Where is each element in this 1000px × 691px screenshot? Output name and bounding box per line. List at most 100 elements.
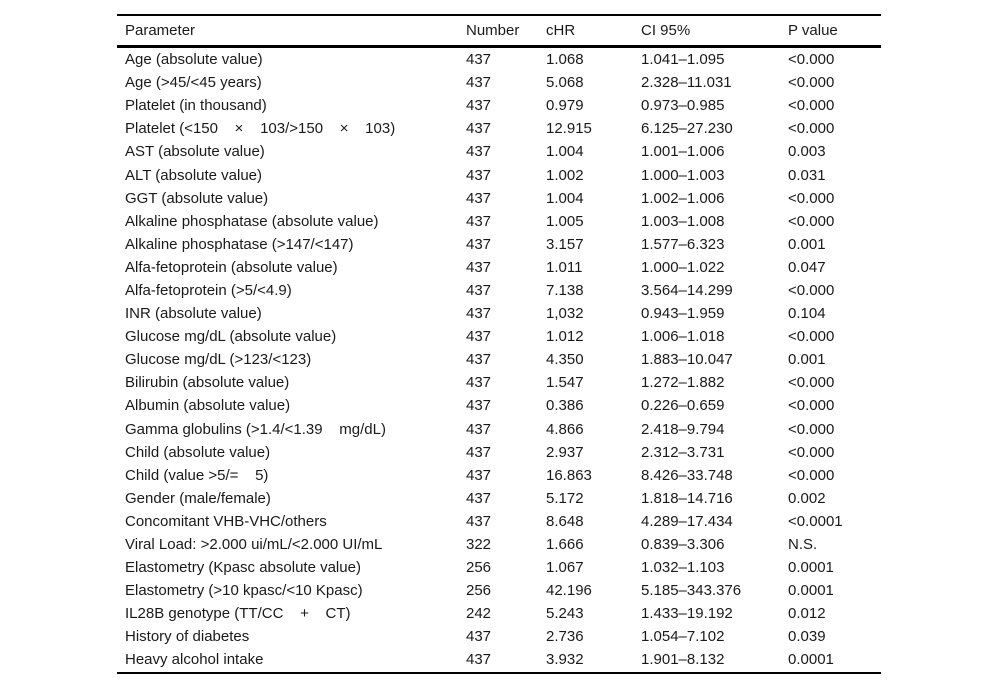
- cell-parameter: Bilirubin (absolute value): [125, 374, 290, 392]
- table-row: Platelet (<150 × 103/>150 × 103) 437 12.91…: [117, 117, 881, 140]
- cell-chr: 16.863: [546, 466, 592, 484]
- table-header-row: Parameter Number cHR CI 95% P value: [117, 15, 881, 48]
- cell-pvalue: 0.001: [788, 235, 826, 253]
- cell-parameter: Glucose mg/dL (>123/<123): [125, 351, 312, 369]
- cell-ci95: 2.418–9.794: [641, 420, 725, 438]
- cell-parameter: Gender (male/female): [125, 489, 271, 507]
- cell-chr: 5.068: [546, 74, 584, 92]
- cell-pvalue: 0.002: [788, 489, 826, 507]
- cell-chr: 1.004: [546, 143, 584, 161]
- column-header-pvalue: P value: [788, 15, 881, 48]
- cell-number: 437: [466, 420, 492, 438]
- cell-ci95: 1.006–1.018: [641, 328, 725, 346]
- cell-chr: 3.157: [546, 235, 584, 253]
- cell-chr: 2.736: [546, 628, 584, 646]
- table-row: Viral Load: >2.000 ui/mL/<2.000 UI/mL 322…: [117, 533, 881, 556]
- table-row: GGT (absolute value) 437 1.004 1.002–1.006 <…: [117, 187, 881, 210]
- table-body: Age (absolute value) 437 1.068 1.041–1.095 <…: [117, 47, 881, 673]
- cell-pvalue: N.S.: [788, 536, 818, 554]
- cell-pvalue: 0.003: [788, 143, 826, 161]
- cell-ci95: 1.041–1.095: [641, 51, 725, 69]
- cell-number: 437: [466, 120, 492, 138]
- cell-pvalue: 0.0001: [788, 582, 834, 600]
- cell-parameter: Gamma globulins (>1.4/<1.39 mg/dL): [125, 420, 386, 438]
- cell-pvalue: 0.039: [788, 628, 826, 646]
- cell-parameter: History of diabetes: [125, 628, 250, 646]
- cell-chr: 12.915: [546, 120, 592, 138]
- table-row: Elastometry (>10 kpasc/<10 Kpasc) 256 42.1…: [117, 579, 881, 602]
- cell-chr: 0.979: [546, 97, 584, 115]
- cell-ci95: 1.000–1.003: [641, 166, 725, 184]
- cell-number: 437: [466, 328, 492, 346]
- cell-parameter: Platelet (in thousand): [125, 97, 267, 115]
- cell-ci95: 3.564–14.299: [641, 281, 733, 299]
- cell-parameter: Elastometry (>10 kpasc/<10 Kpasc): [125, 582, 363, 600]
- univariate-analysis-table: Parameter Number cHR CI 95% P value Age …: [117, 14, 881, 674]
- column-header-chr: cHR: [546, 15, 641, 48]
- cell-chr: 5.172: [546, 489, 584, 507]
- cell-ci95: 1.032–1.103: [641, 559, 725, 577]
- cell-number: 437: [466, 189, 492, 207]
- cell-chr: 1.067: [546, 559, 584, 577]
- cell-pvalue: <0.000: [788, 212, 835, 230]
- cell-chr: 2.937: [546, 443, 584, 461]
- table-row: Age (>45/<45 years) 437 5.068 2.328–11.031 <…: [117, 71, 881, 94]
- cell-ci95: 1.883–10.047: [641, 351, 733, 369]
- table-row: Platelet (in thousand) 437 0.979 0.973–0.98…: [117, 94, 881, 117]
- cell-chr: 1.004: [546, 189, 584, 207]
- cell-number: 437: [466, 512, 492, 530]
- cell-parameter: Glucose mg/dL (absolute value): [125, 328, 337, 346]
- cell-pvalue: 0.104: [788, 305, 826, 323]
- cell-chr: 42.196: [546, 582, 592, 600]
- cell-pvalue: 0.001: [788, 351, 826, 369]
- cell-parameter: ALT (absolute value): [125, 166, 263, 184]
- cell-ci95: 1.577–6.323: [641, 235, 725, 253]
- cell-ci95: 1.818–14.716: [641, 489, 733, 507]
- cell-parameter: Child (value >5/= 5): [125, 466, 269, 484]
- cell-parameter: Alkaline phosphatase (absolute value): [125, 212, 379, 230]
- cell-parameter: Alfa-fetoprotein (>5/<4.9): [125, 281, 292, 299]
- cell-ci95: 1.002–1.006: [641, 189, 725, 207]
- cell-ci95: 2.328–11.031: [641, 74, 732, 92]
- cell-number: 437: [466, 466, 492, 484]
- cell-ci95: 6.125–27.230: [641, 120, 733, 138]
- table-row: ALT (absolute value) 437 1.002 1.000–1.003 0…: [117, 163, 881, 186]
- cell-ci95: 0.839–3.306: [641, 536, 725, 554]
- cell-pvalue: <0.000: [788, 466, 835, 484]
- cell-chr: 1.666: [546, 536, 584, 554]
- cell-number: 437: [466, 628, 492, 646]
- cell-parameter: Heavy alcohol intake: [125, 651, 264, 669]
- cell-ci95: 0.226–0.659: [641, 397, 725, 415]
- table-row: Alfa-fetoprotein (absolute value) 437 1.01…: [117, 256, 881, 279]
- cell-chr: 4.866: [546, 420, 584, 438]
- cell-pvalue: <0.000: [788, 74, 835, 92]
- cell-parameter: Age (absolute value): [125, 51, 263, 69]
- cell-parameter: AST (absolute value): [125, 143, 265, 161]
- cell-number: 256: [466, 559, 492, 577]
- cell-ci95: 0.973–0.985: [641, 97, 725, 115]
- column-header-number: Number: [466, 15, 546, 48]
- table-row: Albumin (absolute value) 437 0.386 0.226–0.…: [117, 394, 881, 417]
- table-row: Child (absolute value) 437 2.937 2.312–3.73…: [117, 441, 881, 464]
- cell-pvalue: <0.000: [788, 51, 835, 69]
- cell-parameter: Elastometry (Kpasc absolute value): [125, 559, 361, 577]
- cell-chr: 4.350: [546, 351, 584, 369]
- cell-chr: 3.932: [546, 651, 584, 669]
- cell-ci95: 4.289–17.434: [641, 512, 733, 530]
- cell-number: 437: [466, 258, 492, 276]
- cell-parameter: Child (absolute value): [125, 443, 271, 461]
- cell-ci95: 1.001–1.006: [641, 143, 725, 161]
- cell-pvalue: <0.0001: [788, 512, 843, 530]
- cell-pvalue: 0.012: [788, 605, 826, 623]
- cell-parameter: Alkaline phosphatase (>147/<147): [125, 235, 354, 253]
- column-header-parameter: Parameter: [117, 15, 466, 48]
- cell-number: 437: [466, 51, 492, 69]
- cell-parameter: IL28B genotype (TT/CC + CT): [125, 605, 351, 623]
- table-row: Gamma globulins (>1.4/<1.39 mg/dL) 437 4.8…: [117, 418, 881, 441]
- cell-ci95: 1.901–8.132: [641, 651, 725, 669]
- table-row: History of diabetes 437 2.736 1.054–7.102 0.…: [117, 625, 881, 648]
- cell-pvalue: <0.000: [788, 120, 835, 138]
- cell-pvalue: <0.000: [788, 281, 835, 299]
- cell-pvalue: 0.0001: [788, 651, 834, 669]
- cell-ci95: 0.943–1.959: [641, 305, 725, 323]
